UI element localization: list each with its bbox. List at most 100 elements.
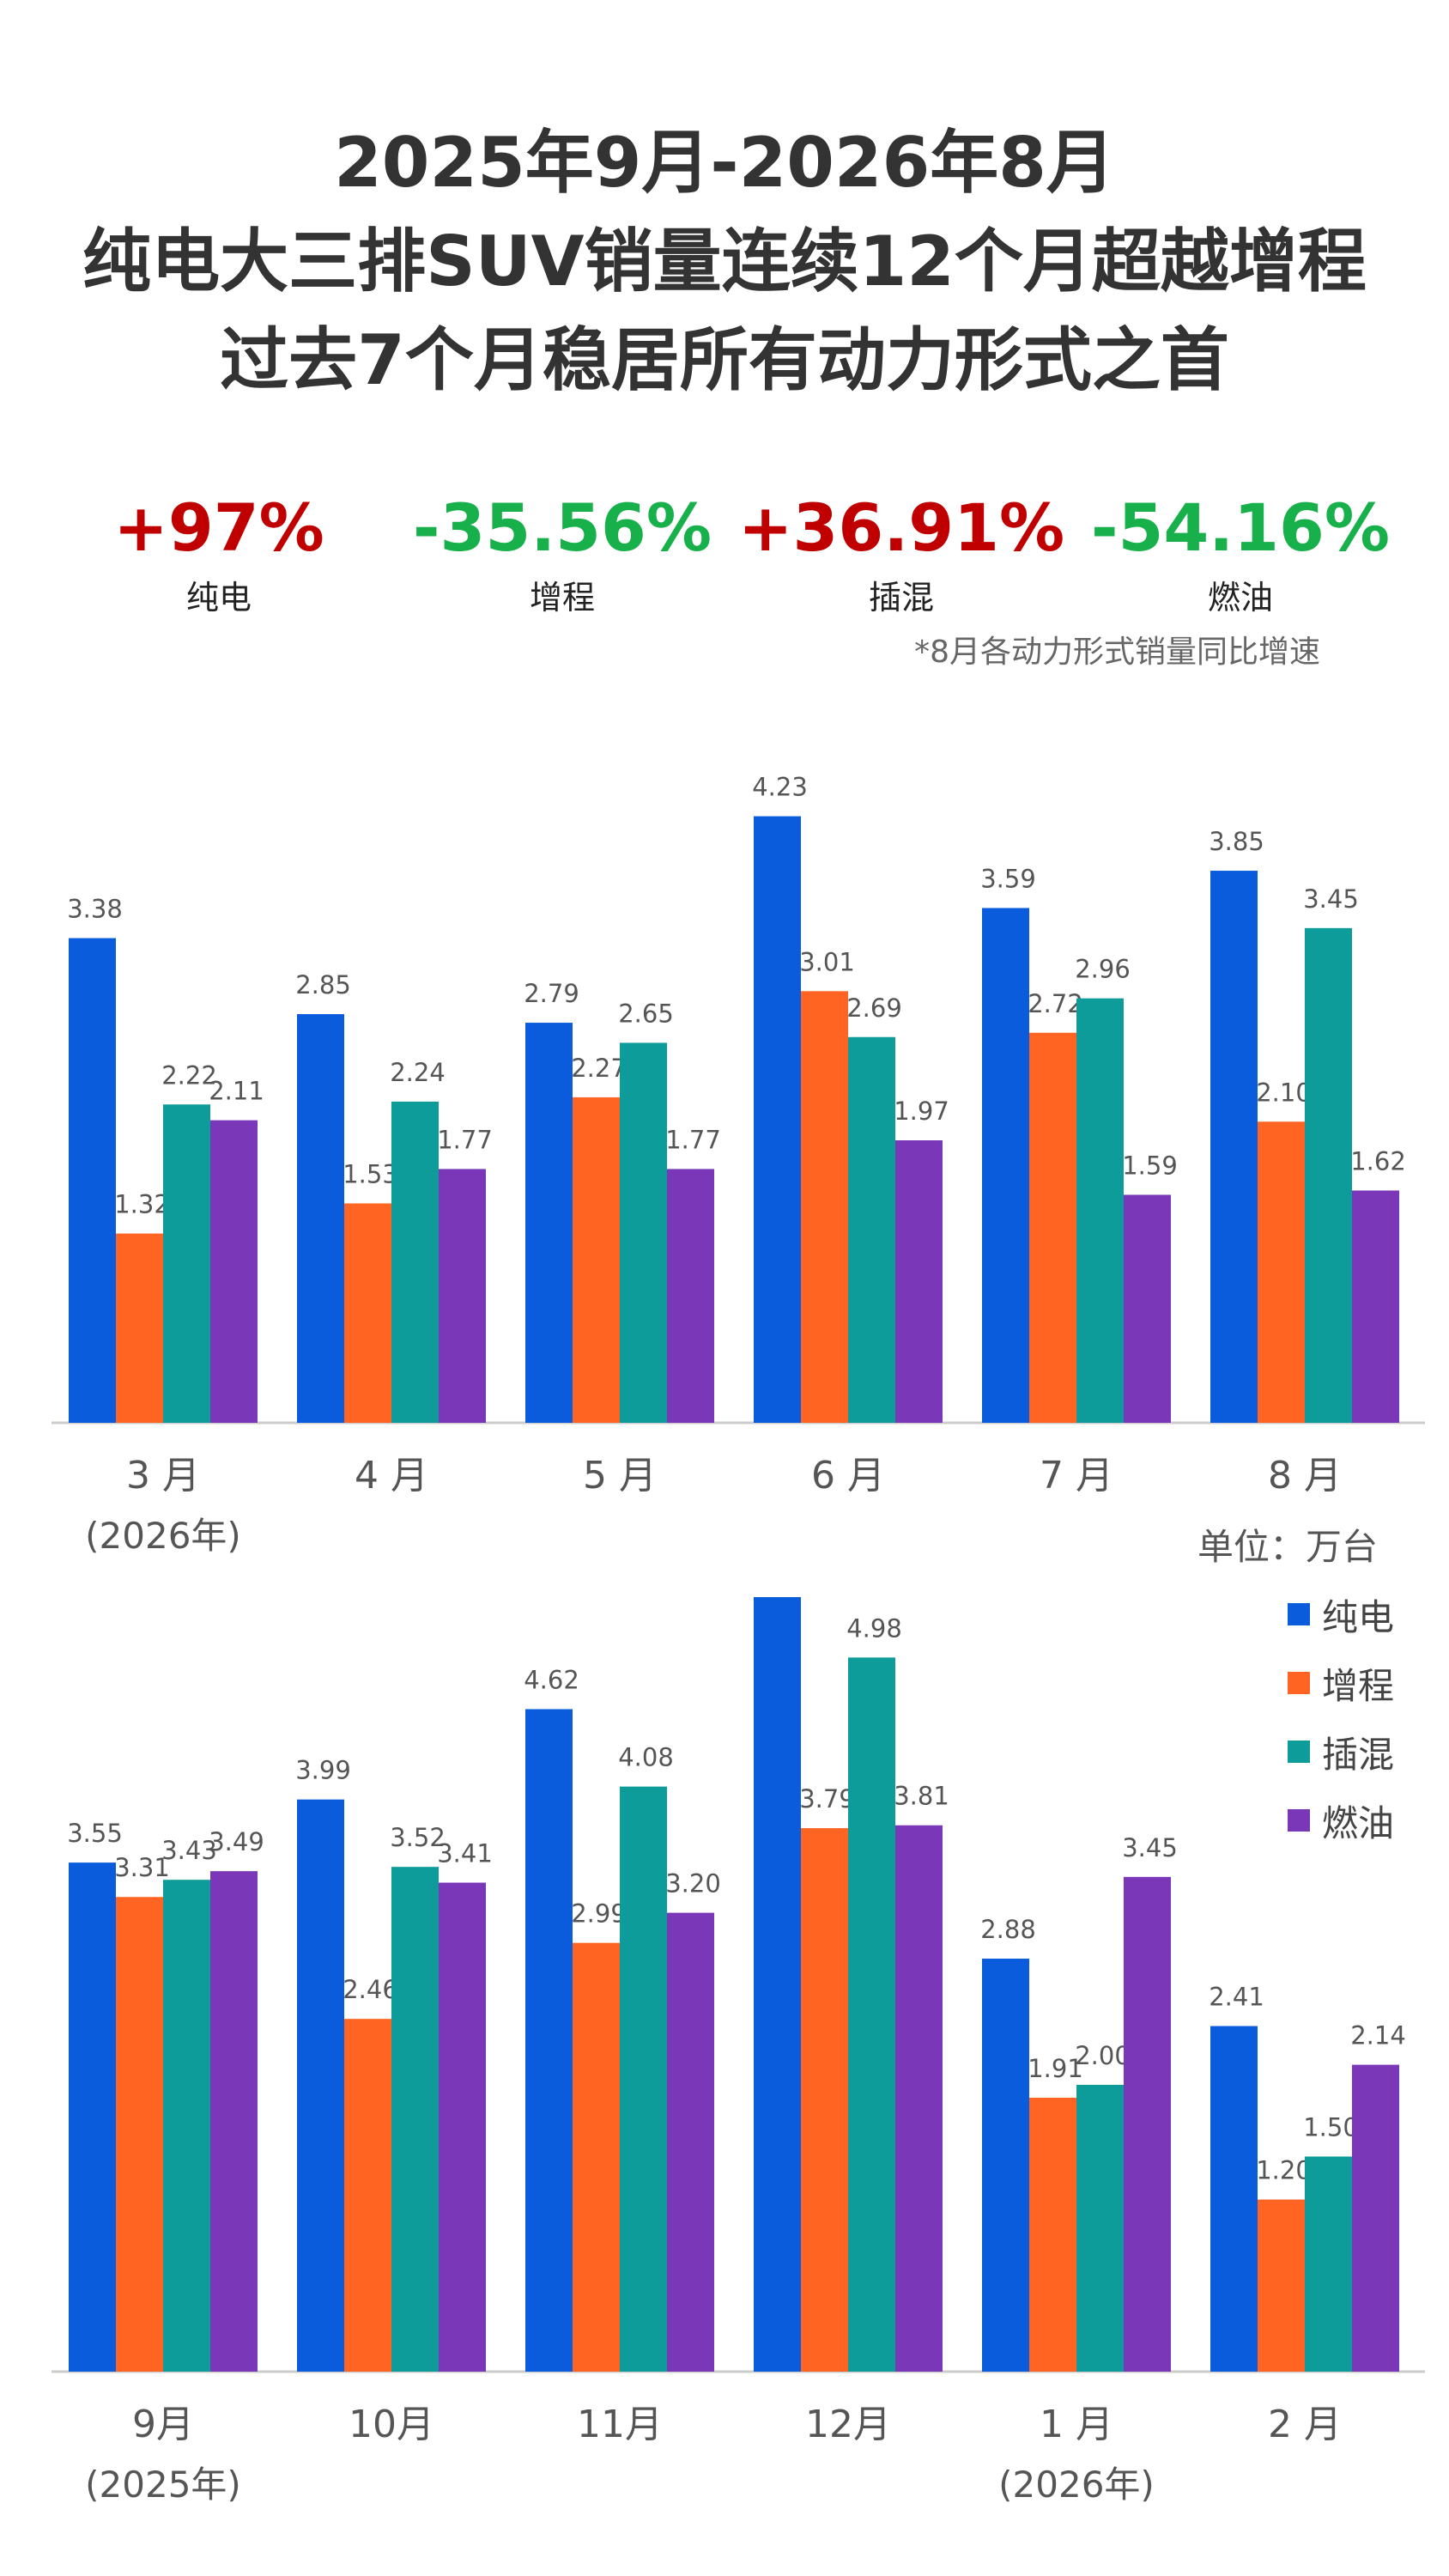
bar-1-2 bbox=[573, 1097, 620, 1423]
bar-0-2 bbox=[525, 1023, 573, 1423]
data-label: 3.85 bbox=[1209, 827, 1264, 856]
data-label: 2.72 bbox=[1028, 989, 1083, 1018]
legend-swatch-erev bbox=[1288, 1672, 1310, 1694]
data-label: 3.45 bbox=[1122, 1833, 1178, 1862]
data-label: 2.10 bbox=[1256, 1078, 1312, 1107]
data-label: 3.01 bbox=[799, 947, 855, 976]
data-label: 3.43 bbox=[161, 1836, 217, 1865]
legend-swatch-phev bbox=[1288, 1741, 1310, 1763]
bar-3-3 bbox=[895, 1825, 943, 2372]
category-sublabel: (2026年) bbox=[85, 1515, 241, 1557]
bar-0-2 bbox=[525, 1709, 573, 2372]
category-label: 5 月 bbox=[583, 1454, 657, 1498]
bar-2-2 bbox=[620, 1042, 667, 1423]
stat-value-bev: +97% bbox=[113, 489, 324, 566]
data-label: 3.31 bbox=[114, 1853, 170, 1882]
bar-1-3 bbox=[801, 991, 848, 1423]
bar-2-3 bbox=[848, 1036, 895, 1423]
chart-top: 3.38 1.32 2.222.11 3 月 (2026年) 2.85 1.53 2.24 1.… bbox=[52, 773, 1425, 1557]
data-label: 2.11 bbox=[209, 1077, 264, 1106]
data-label: 3.55 bbox=[67, 1819, 123, 1848]
bar-0-4 bbox=[982, 908, 1029, 1423]
data-label: 1.97 bbox=[894, 1097, 949, 1126]
bar-3-1 bbox=[439, 1169, 486, 1423]
title-line-3: 过去7个月稳居所有动力形式之首 bbox=[220, 320, 1229, 400]
data-label: 1.62 bbox=[1350, 1146, 1406, 1176]
bar-0-1 bbox=[297, 1799, 344, 2372]
data-label: 1.77 bbox=[665, 1125, 721, 1154]
data-label: 2.27 bbox=[571, 1054, 627, 1083]
category-label: 4 月 bbox=[355, 1454, 428, 1498]
category-label: 12月 bbox=[805, 2403, 891, 2446]
bar-1-5 bbox=[1258, 1121, 1305, 1423]
bar-1-4 bbox=[1029, 2098, 1076, 2372]
bar-3-1 bbox=[439, 1882, 486, 2372]
bar-1-0 bbox=[116, 1897, 163, 2372]
bar-3-3 bbox=[895, 1140, 943, 1423]
category-label: 6 月 bbox=[811, 1454, 885, 1498]
bar-3-2 bbox=[667, 1912, 714, 2372]
legend-swatch-ice bbox=[1288, 1809, 1310, 1832]
data-label: 1.20 bbox=[1256, 2156, 1312, 2185]
bar-3-0 bbox=[210, 1120, 258, 1423]
data-label: 3.49 bbox=[209, 1827, 264, 1856]
data-label: 3.99 bbox=[295, 1756, 351, 1785]
bar-3-5 bbox=[1352, 2064, 1399, 2372]
category-label: 7 月 bbox=[1040, 1454, 1113, 1498]
data-label: 3.79 bbox=[799, 1784, 855, 1814]
data-label: 3.20 bbox=[665, 1869, 721, 1899]
data-label: 3.45 bbox=[1303, 884, 1359, 914]
bar-2-5 bbox=[1305, 2156, 1352, 2372]
bar-1-5 bbox=[1258, 2199, 1305, 2372]
data-label: 3.81 bbox=[894, 1782, 949, 1811]
stat-value-phev: +36.91% bbox=[737, 489, 1065, 566]
bar-0-3 bbox=[754, 816, 801, 1423]
data-label: 3.59 bbox=[980, 864, 1036, 893]
bar-0-3 bbox=[754, 1597, 801, 2372]
bar-2-5 bbox=[1305, 927, 1352, 1423]
bar-3-4 bbox=[1124, 1876, 1171, 2372]
legend-label-bev: 纯电 bbox=[1322, 1595, 1395, 1638]
bar-2-0 bbox=[163, 1104, 210, 1423]
data-label: 4.62 bbox=[524, 1665, 579, 1694]
data-label: 4.23 bbox=[752, 773, 808, 802]
data-label: 2.00 bbox=[1075, 2041, 1131, 2070]
data-label: 1.77 bbox=[437, 1125, 493, 1154]
legend-swatch-bev bbox=[1288, 1603, 1310, 1625]
category-label: 2 月 bbox=[1268, 2403, 1342, 2446]
bar-0-5 bbox=[1210, 2026, 1258, 2372]
data-label: 1.50 bbox=[1303, 2113, 1359, 2142]
data-label: 2.79 bbox=[524, 979, 579, 1008]
category-label: 10月 bbox=[349, 2403, 434, 2446]
legend-label-ice: 燃油 bbox=[1322, 1801, 1395, 1844]
legend-label-phev: 插混 bbox=[1322, 1733, 1395, 1776]
title-line-1: 2025年9月-2026年8月 bbox=[334, 123, 1115, 203]
data-label: 4.08 bbox=[618, 1743, 674, 1772]
data-label: 1.53 bbox=[343, 1159, 398, 1188]
category-sublabel: (2025年) bbox=[85, 2464, 241, 2506]
bar-0-4 bbox=[982, 1959, 1029, 2372]
bar-2-4 bbox=[1076, 2085, 1124, 2372]
bar-2-1 bbox=[391, 1867, 439, 2372]
unit-label: 单位：万台 bbox=[1197, 1526, 1379, 1568]
legend-item-phev: 插混 bbox=[1288, 1717, 1394, 1786]
legend-item-ice: 燃油 bbox=[1288, 1786, 1394, 1855]
stat-label-bev: 纯电 bbox=[185, 579, 252, 617]
bar-2-4 bbox=[1076, 998, 1124, 1423]
data-label: 2.96 bbox=[1075, 955, 1131, 984]
title-line-2: 纯电大三排SUV销量连续12个月超越增程 bbox=[82, 222, 1367, 301]
category-label: 8 月 bbox=[1268, 1454, 1342, 1498]
data-label: 2.14 bbox=[1350, 2021, 1406, 2050]
bar-2-2 bbox=[620, 1786, 667, 2372]
stat-label-ice: 燃油 bbox=[1207, 579, 1273, 617]
bar-3-2 bbox=[667, 1169, 714, 1423]
category-label: 9月 bbox=[132, 2403, 194, 2446]
bar-3-4 bbox=[1124, 1194, 1171, 1423]
data-label: 1.59 bbox=[1122, 1151, 1178, 1180]
bar-0-1 bbox=[297, 1014, 344, 1423]
bar-0-0 bbox=[69, 938, 116, 1423]
stat-label-erev: 增程 bbox=[529, 579, 595, 617]
data-label: 2.88 bbox=[980, 1915, 1036, 1944]
data-label: 1.91 bbox=[1028, 2054, 1083, 2083]
legend-item-erev: 增程 bbox=[1288, 1649, 1394, 1717]
